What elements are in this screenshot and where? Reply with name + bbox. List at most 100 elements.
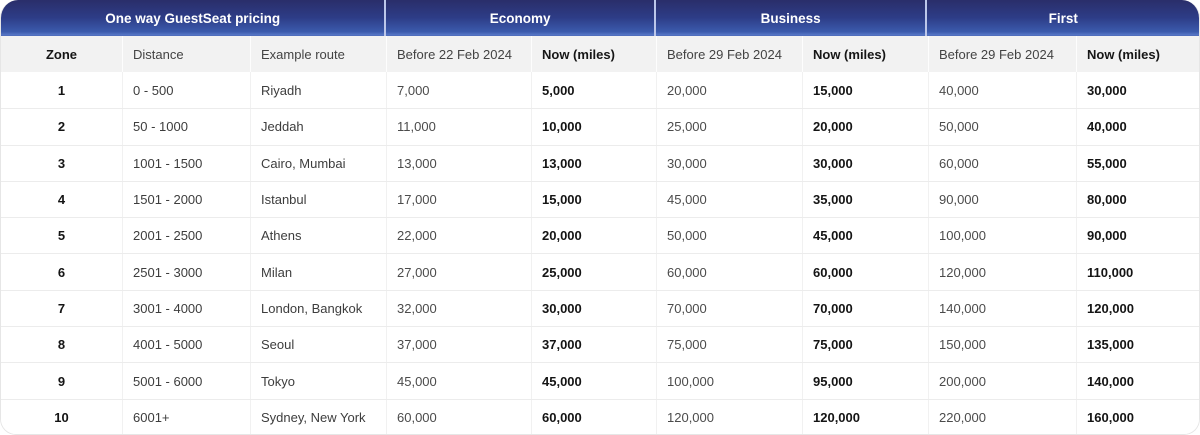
column-header-economy-before: Before 22 Feb 2024 [387,36,532,72]
cell-economy-before: 60,000 [387,399,532,434]
table-row: 6 2501 - 3000 Milan 27,000 25,000 60,000 60,00… [1,253,1199,290]
cell-distance: 50 - 1000 [123,109,251,145]
cell-distance: 3001 - 4000 [123,290,251,327]
cell-economy-now: 30,000 [532,290,657,327]
cell-first-before: 150,000 [929,327,1077,363]
cell-economy-now: 10,000 [532,109,657,145]
cell-zone: 8 [1,327,123,363]
cell-economy-before: 45,000 [387,363,532,399]
cell-economy-now: 5,000 [532,72,657,109]
cell-distance: 5001 - 6000 [123,363,251,399]
cell-economy-now: 60,000 [532,399,657,434]
cell-business-now: 30,000 [803,145,929,181]
table-row: 3 1001 - 1500 Cairo, Mumbai 13,000 13,000 30,… [1,144,1199,181]
cell-economy-before: 11,000 [387,109,532,145]
cell-first-before: 60,000 [929,145,1077,181]
column-header-business-now: Now (miles) [803,36,929,72]
cell-distance: 2501 - 3000 [123,254,251,290]
column-header-business-before: Before 29 Feb 2024 [657,36,803,72]
cell-first-before: 40,000 [929,72,1077,109]
cell-zone: 3 [1,145,123,181]
cell-economy-before: 37,000 [387,327,532,363]
cell-zone: 10 [1,399,123,434]
table-row: 5 2001 - 2500 Athens 22,000 20,000 50,000 45,0… [1,217,1199,254]
cell-first-now: 55,000 [1087,155,1127,171]
table-row: 7 3001 - 4000 London, Bangkok 32,000 30,000 7… [1,289,1199,327]
cell-business-before: 25,000 [657,109,803,145]
cell-first-now: 120,000 [1087,300,1134,316]
cell-business-before: 120,000 [657,399,803,434]
group-header-business: Business [656,0,928,36]
cell-business-now: 70,000 [803,290,929,327]
cell-example-route: Seoul [251,327,387,363]
cell-example-route: London, Bangkok [251,290,387,327]
column-header-row: Zone Distance Example route Before 22 Feb 2… [1,36,1199,72]
cell-business-now: 35,000 [803,181,929,218]
cell-example-route: Athens [251,218,387,254]
cell-zone: 9 [1,363,123,399]
cell-economy-before: 27,000 [387,254,532,290]
cell-first-now: 135,000 [1087,337,1134,353]
cell-distance: 1001 - 1500 [123,145,251,181]
table-row: 2 50 - 1000 Jeddah 11,000 10,000 25,000 20,000… [1,108,1199,145]
cell-distance: 0 - 500 [123,72,251,109]
cell-first-before: 50,000 [929,109,1077,145]
cell-business-before: 30,000 [657,145,803,181]
cell-business-before: 100,000 [657,363,803,399]
column-header-distance: Distance [123,36,251,72]
column-header-example-route: Example route [251,36,387,72]
column-header-economy-now: Now (miles) [532,36,657,72]
cell-distance: 1501 - 2000 [123,181,251,218]
cell-business-now: 45,000 [803,218,929,254]
group-header-first: First [1048,10,1078,26]
cell-economy-now: 45,000 [532,363,657,399]
cell-economy-now: 15,000 [532,181,657,218]
cell-first-before: 120,000 [929,254,1077,290]
cell-example-route: Riyadh [251,72,387,109]
cell-first-now: 40,000 [1087,119,1127,135]
cell-example-route: Tokyo [251,363,387,399]
cell-zone: 5 [1,218,123,254]
cell-economy-before: 13,000 [387,145,532,181]
cell-business-now: 75,000 [803,327,929,363]
cell-business-before: 20,000 [657,72,803,109]
cell-example-route: Milan [251,254,387,290]
table-row: 8 4001 - 5000 Seoul 37,000 37,000 75,000 75,00… [1,326,1199,363]
cell-economy-before: 17,000 [387,181,532,218]
cell-first-now: 80,000 [1087,192,1127,208]
cell-first-now: 90,000 [1087,228,1127,244]
cell-distance: 6001+ [123,399,251,434]
column-header-zone: Zone [1,36,123,72]
group-header-economy: Economy [386,0,656,36]
cell-business-now: 60,000 [803,254,929,290]
cell-first-now: 110,000 [1087,264,1134,280]
cell-economy-before: 22,000 [387,218,532,254]
cell-zone: 6 [1,254,123,290]
cell-example-route: Jeddah [251,109,387,145]
cell-example-route: Sydney, New York [251,399,387,434]
cell-business-before: 50,000 [657,218,803,254]
table-row: 9 5001 - 6000 Tokyo 45,000 45,000 100,000 95,0… [1,362,1199,399]
group-header-row: One way GuestSeat pricing Economy Business… [1,0,1199,36]
cell-first-now: 140,000 [1087,373,1134,389]
cell-business-now: 120,000 [803,399,929,434]
cell-first-before: 200,000 [929,363,1077,399]
cell-economy-before: 32,000 [387,290,532,327]
column-header-first-now: Now (miles) [1087,46,1160,62]
cell-business-now: 20,000 [803,109,929,145]
cell-economy-now: 13,000 [532,145,657,181]
cell-business-before: 60,000 [657,254,803,290]
cell-first-now: 160,000 [1087,409,1134,425]
cell-business-before: 45,000 [657,181,803,218]
cell-business-now: 95,000 [803,363,929,399]
cell-economy-now: 37,000 [532,327,657,363]
cell-first-before: 100,000 [929,218,1077,254]
cell-zone: 7 [1,290,123,327]
table-row: 4 1501 - 2000 Istanbul 17,000 15,000 45,000 35… [1,180,1199,218]
table-row: 10 6001+ Sydney, New York 60,000 60,000 120,0… [1,398,1199,434]
cell-zone: 2 [1,109,123,145]
cell-first-before: 140,000 [929,290,1077,327]
cell-distance: 4001 - 5000 [123,327,251,363]
